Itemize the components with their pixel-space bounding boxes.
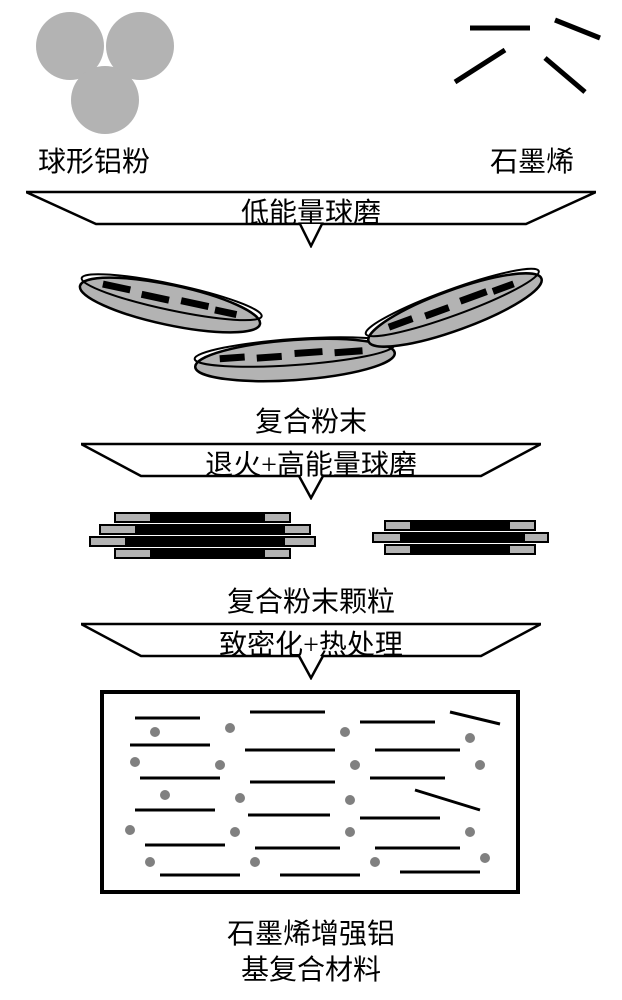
aluminum-label: 球形铝粉 — [38, 140, 150, 180]
composite-powder-label: 复合粉末 — [0, 400, 622, 440]
step2-arrow: 退火+高能量球磨 — [81, 440, 541, 500]
composite-powder-illustration — [60, 250, 560, 400]
graphene-label: 石墨烯 — [490, 140, 574, 180]
step1-label: 低能量球磨 — [26, 191, 596, 231]
final-product-box — [100, 690, 520, 895]
final-label-line2: 基复合材料 — [0, 948, 622, 988]
composite-particles-illustration — [80, 505, 560, 575]
step3-label: 致密化+热处理 — [81, 623, 541, 663]
step1-arrow: 低能量球磨 — [26, 188, 596, 248]
step3-arrow: 致密化+热处理 — [81, 620, 541, 680]
composite-particles-label: 复合粉末颗粒 — [0, 580, 622, 620]
graphene-flakes-icon — [440, 10, 610, 120]
final-label-line1: 石墨烯增强铝 — [0, 912, 622, 952]
aluminum-spheres — [22, 8, 182, 138]
step2-label: 退火+高能量球磨 — [81, 443, 541, 483]
